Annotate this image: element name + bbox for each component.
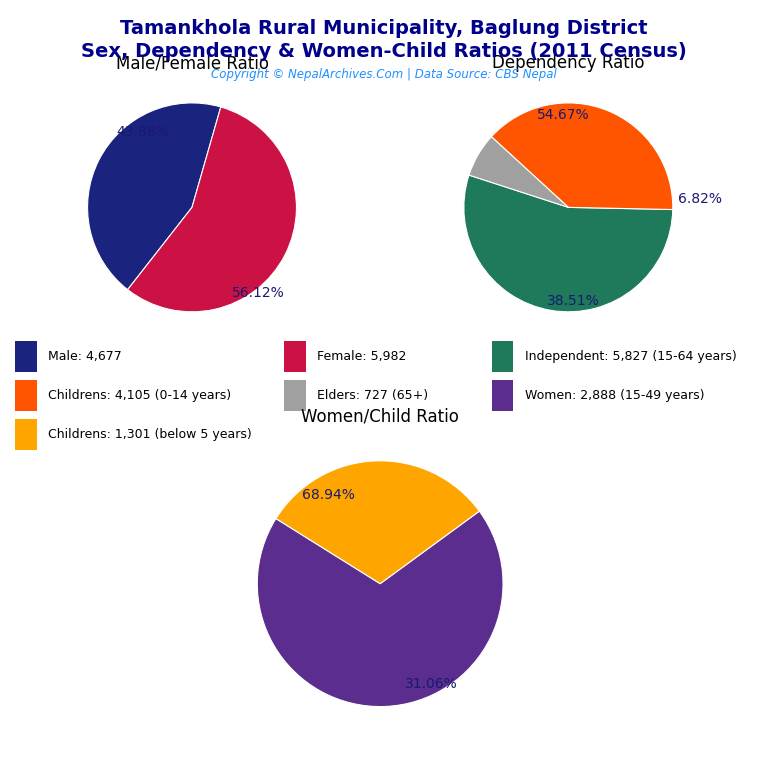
- Text: Male: 4,677: Male: 4,677: [48, 350, 122, 362]
- Text: Elders: 727 (65+): Elders: 727 (65+): [317, 389, 429, 402]
- Title: Male/Female Ratio: Male/Female Ratio: [115, 55, 269, 72]
- Title: Women/Child Ratio: Women/Child Ratio: [301, 408, 459, 425]
- Bar: [15, 341, 37, 372]
- Text: 54.67%: 54.67%: [537, 108, 589, 122]
- Text: 6.82%: 6.82%: [678, 192, 722, 206]
- Bar: [492, 341, 513, 372]
- Text: Childrens: 4,105 (0-14 years): Childrens: 4,105 (0-14 years): [48, 389, 231, 402]
- Text: Female: 5,982: Female: 5,982: [317, 350, 406, 362]
- Bar: [492, 379, 513, 411]
- Wedge shape: [276, 461, 479, 584]
- Text: Women: 2,888 (15-49 years): Women: 2,888 (15-49 years): [525, 389, 704, 402]
- Title: Dependency Ratio: Dependency Ratio: [492, 55, 644, 72]
- Bar: [284, 341, 306, 372]
- Wedge shape: [464, 175, 673, 312]
- Wedge shape: [88, 103, 220, 290]
- Text: 38.51%: 38.51%: [547, 294, 600, 309]
- Wedge shape: [469, 137, 568, 207]
- Text: Independent: 5,827 (15-64 years): Independent: 5,827 (15-64 years): [525, 350, 737, 362]
- Text: 31.06%: 31.06%: [406, 677, 458, 691]
- Wedge shape: [127, 107, 296, 312]
- Bar: [15, 419, 37, 450]
- Text: 56.12%: 56.12%: [232, 286, 284, 300]
- Bar: [284, 379, 306, 411]
- Wedge shape: [257, 511, 503, 707]
- Text: Copyright © NepalArchives.Com | Data Source: CBS Nepal: Copyright © NepalArchives.Com | Data Sou…: [211, 68, 557, 81]
- Text: Sex, Dependency & Women-Child Ratios (2011 Census): Sex, Dependency & Women-Child Ratios (20…: [81, 42, 687, 61]
- Text: Tamankhola Rural Municipality, Baglung District: Tamankhola Rural Municipality, Baglung D…: [120, 19, 648, 38]
- Text: 43.88%: 43.88%: [117, 125, 170, 139]
- Wedge shape: [492, 103, 673, 210]
- Text: Childrens: 1,301 (below 5 years): Childrens: 1,301 (below 5 years): [48, 428, 252, 441]
- Text: 68.94%: 68.94%: [302, 488, 355, 502]
- Bar: [15, 379, 37, 411]
